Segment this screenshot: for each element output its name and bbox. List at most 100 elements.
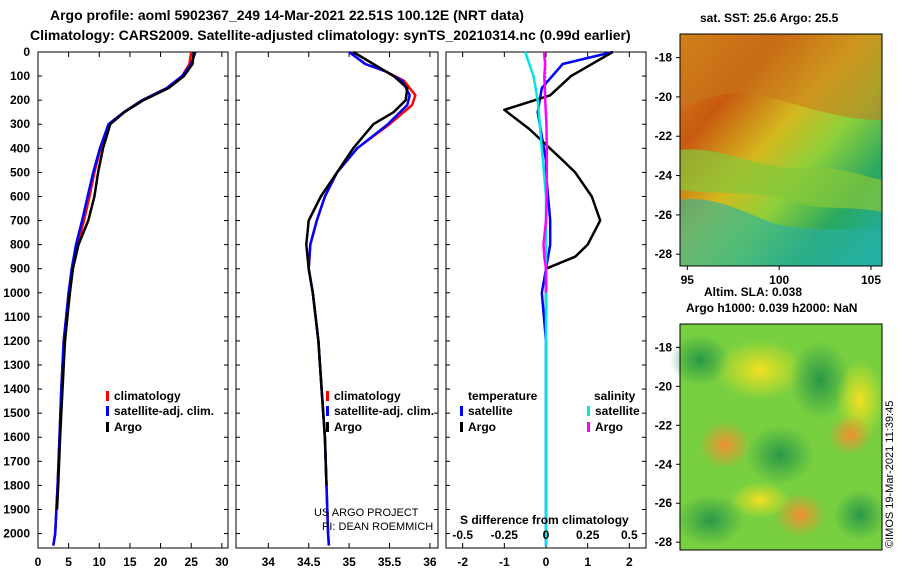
- title-line-2: Climatology: CARS2009. Satellite-adjuste…: [30, 27, 631, 43]
- temperature-plot: 0 5 10 15 20 25 30: [35, 51, 229, 569]
- y-tick-label: -20: [655, 90, 673, 104]
- legend-swatch-argo: [106, 422, 109, 432]
- depth-tick-label: 900: [10, 262, 30, 276]
- sla-map-axes: -18 -20 -22 -24 -26 -28: [655, 340, 680, 549]
- legend-swatch-temp-argo: [460, 422, 463, 432]
- x-tick-label: 25: [185, 555, 199, 569]
- depth-tick-label: 1000: [3, 286, 30, 300]
- depth-tick-label: 0: [23, 45, 30, 59]
- series-argo: [55, 51, 195, 510]
- sla-blob: [746, 425, 814, 485]
- legend-swatch-temp-satellite: [460, 406, 463, 416]
- x-tick-label: 95: [681, 273, 695, 287]
- depth-tick-label: 200: [10, 93, 30, 107]
- sst-map-title: sat. SST: 25.6 Argo: 25.5: [700, 11, 839, 25]
- salinity-legend: climatology satellite-adj. clim. Argo: [326, 389, 434, 434]
- series-argo: [305, 50, 409, 486]
- legend-label-satellite: satellite-adj. clim.: [114, 404, 214, 418]
- depth-tick-label: 1400: [3, 382, 30, 396]
- series-temperature-argo: [503, 50, 614, 317]
- depth-axis: 0 100 200 300 400 500 600 700 800 900 1000 1100 1200…: [3, 45, 30, 541]
- y-tick-label: -26: [655, 496, 673, 510]
- sst-map: [679, 33, 883, 267]
- y-tick-label: -22: [655, 418, 673, 432]
- depth-tick-label: 800: [10, 238, 30, 252]
- y-tick-label: -20: [655, 379, 673, 393]
- depth-tick-label: 500: [10, 165, 30, 179]
- x-tick-label: 34: [262, 555, 276, 569]
- legend-heading-temperature: temperature: [468, 389, 538, 403]
- x-tick-label: 34.5: [297, 555, 321, 569]
- legend-swatch-sal-satellite: [587, 406, 590, 416]
- x-tick-label: 10: [93, 555, 107, 569]
- credit-line: US ARGO PROJECT: [314, 507, 419, 519]
- x-tick-label: 30: [215, 555, 229, 569]
- series-satellite-adj-clim-: [52, 51, 197, 546]
- depth-tick-label: 1500: [3, 406, 30, 420]
- legend-label-sal-satellite: satellite: [595, 404, 640, 418]
- sla-map-title: Altim. SLA: 0.038: [704, 285, 802, 299]
- x-tick-label: 0: [543, 555, 550, 569]
- sst-map-cool-band: [680, 199, 882, 266]
- sla-blob: [676, 494, 744, 546]
- x-tick-label: 35.5: [378, 555, 402, 569]
- sla-blob: [715, 340, 805, 400]
- temperature-panel: [37, 51, 229, 549]
- legend-label-temp-satellite: satellite: [468, 404, 513, 418]
- y-tick-label: -28: [655, 535, 673, 549]
- sla-map-subtitle: Argo h1000: 0.039 h2000: NaN: [686, 301, 857, 315]
- y-tick-label: -28: [655, 247, 673, 261]
- depth-tick-label: 600: [10, 190, 30, 204]
- y-tick-label: -18: [655, 340, 673, 354]
- sla-blob: [828, 415, 872, 455]
- x-tick-label: -1: [499, 555, 510, 569]
- series-satellite-adj-clim-: [307, 50, 411, 546]
- difference-legend: temperature satellite Argo salinity sate…: [460, 389, 640, 434]
- y-tick-label: -22: [655, 129, 673, 143]
- temperature-legend: climatology satellite-adj. clim. Argo: [106, 389, 214, 434]
- depth-tick-label: 1100: [4, 310, 30, 324]
- x-tick-label: 2: [626, 555, 633, 569]
- depth-tick-label: 1300: [3, 358, 30, 372]
- legend-label-climatology: climatology: [114, 389, 181, 403]
- x-tick-label-salinity: 0.25: [576, 528, 600, 542]
- legend-heading-salinity: salinity: [594, 389, 636, 403]
- sla-blob: [834, 489, 886, 541]
- depth-tick-label: 400: [10, 141, 30, 155]
- sst-map-green-band: [680, 149, 882, 212]
- depth-tick-label: 1700: [3, 454, 30, 468]
- x-tick-label: 36: [423, 555, 437, 569]
- series-climatology: [307, 50, 417, 546]
- legend-swatch-climatology: [106, 391, 109, 401]
- depth-tick-label: 1200: [3, 334, 30, 348]
- legend-swatch-satellite: [106, 406, 109, 416]
- series-climatology: [52, 51, 193, 546]
- legend-label-argo: Argo: [334, 420, 362, 434]
- depth-tick-label: 100: [10, 69, 30, 83]
- sst-map-warm-band: [680, 34, 882, 120]
- y-tick-label: -18: [655, 51, 673, 65]
- x-tick-label: 5: [65, 555, 72, 569]
- legend-swatch-climatology: [326, 391, 329, 401]
- x-tick-label: -2: [457, 555, 468, 569]
- depth-tick-label: 2000: [3, 527, 30, 541]
- x-tick-label-salinity: 0: [543, 528, 550, 542]
- sst-map-axes: -18 -20 -22 -24 -26 -28 95 100 105: [655, 51, 882, 287]
- title-line-1: Argo profile: aoml 5902367_249 14-Mar-20…: [50, 7, 524, 23]
- x-tick-label: 35: [342, 555, 356, 569]
- x-tick-label: 105: [861, 273, 881, 287]
- legend-label-temp-argo: Argo: [468, 420, 496, 434]
- sla-blob: [790, 340, 850, 420]
- legend-swatch-satellite: [326, 406, 329, 416]
- difference-plot: -2 -1 0 1 2 -0.5 -0.25 0 0.25 0.5: [446, 50, 646, 569]
- x-tick-label: 15: [123, 555, 137, 569]
- y-tick-label: -24: [655, 457, 673, 471]
- x-tick-label-salinity: -0.5: [452, 528, 473, 542]
- salinity-plot: 34 34.5 35 35.5 36: [236, 50, 438, 569]
- depth-tick-label: 1600: [3, 430, 30, 444]
- series-temperature-satellite: [536, 50, 613, 546]
- y-tick-label: -26: [655, 208, 673, 222]
- pi-line: PI: DEAN ROEMMICH: [322, 521, 433, 533]
- y-tick-label: -24: [655, 169, 673, 183]
